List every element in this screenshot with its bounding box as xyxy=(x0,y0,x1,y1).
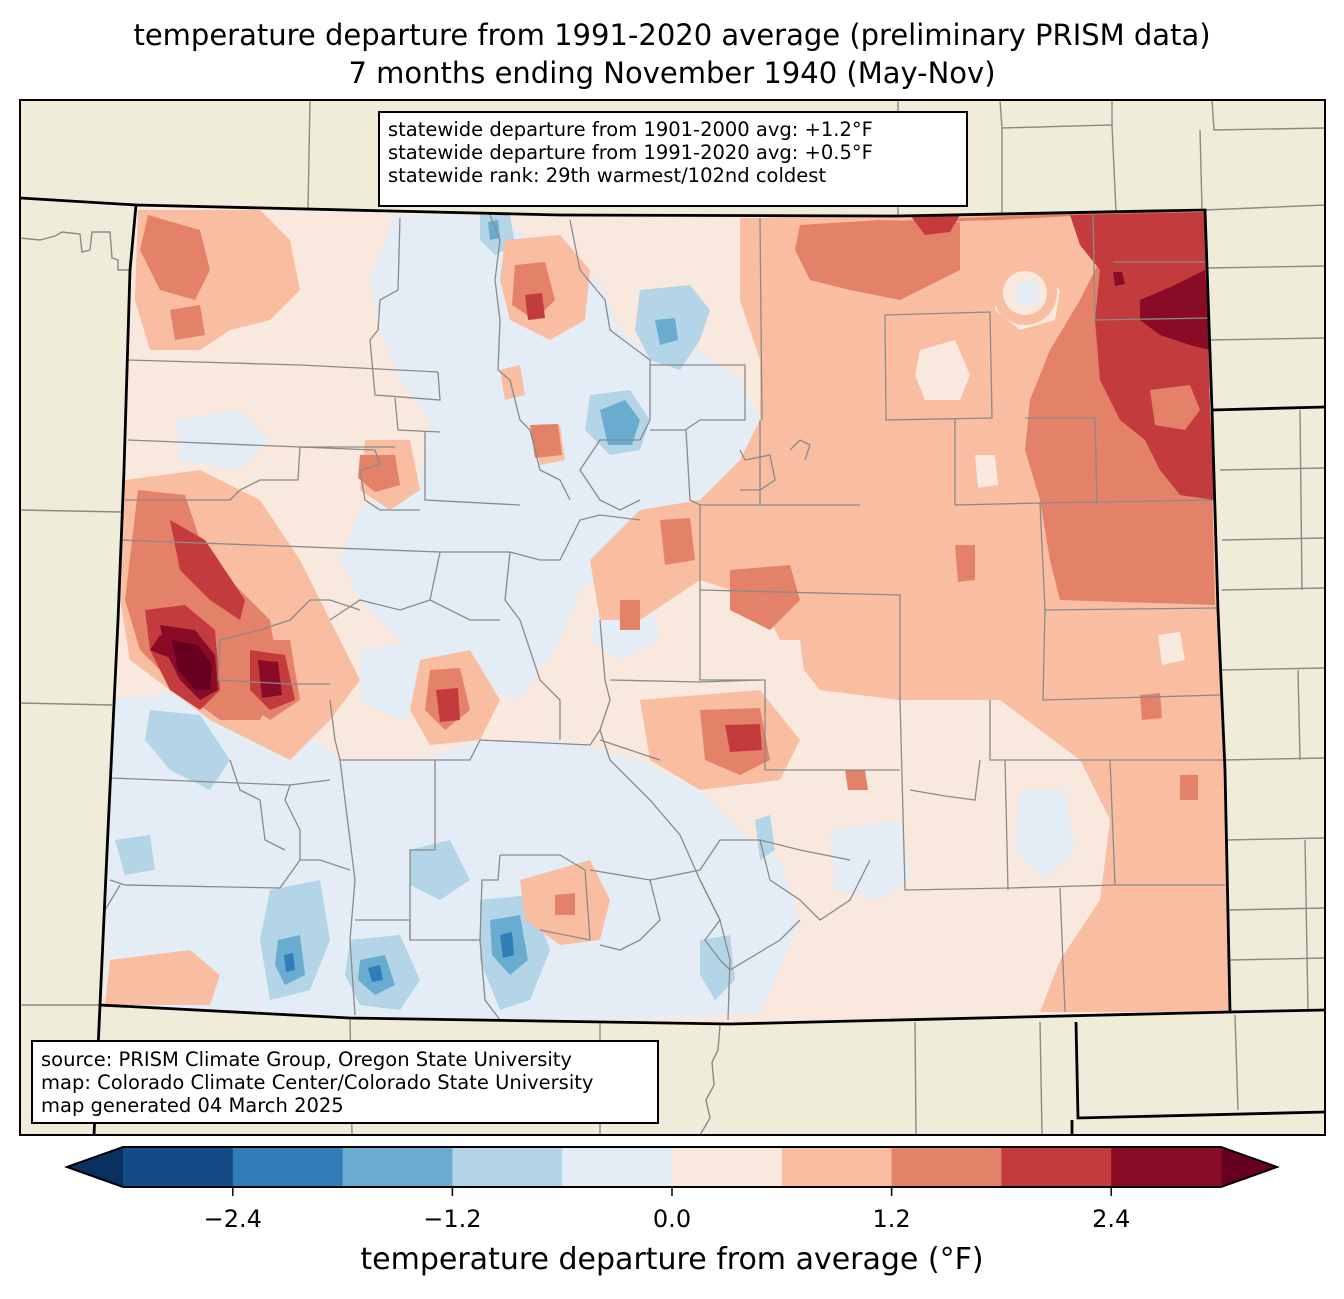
stat-departure-1901-2000: statewide departure from 1901-2000 avg: … xyxy=(388,118,873,141)
colorbar-extend-low xyxy=(67,1147,123,1187)
colorbar-segment xyxy=(891,1147,1002,1187)
cool-anomaly-areas-4 xyxy=(284,932,514,982)
colorbar-tick-label: 1.2 xyxy=(872,1205,911,1233)
temperature-field xyxy=(100,205,1230,1024)
colorbar-tick-label: −2.4 xyxy=(203,1205,262,1233)
neighbor-county-lines xyxy=(20,100,1325,1135)
source-attribution-box: source: PRISM Climate Group, Oregon Stat… xyxy=(31,1040,659,1124)
colorbar-segment xyxy=(781,1147,893,1187)
colorbar-segment xyxy=(672,1147,783,1187)
colorbar-label: temperature departure from average (°F) xyxy=(360,1242,984,1277)
colorbar-segment xyxy=(562,1147,673,1187)
colorado-county-lines xyxy=(104,211,1225,1021)
near-warm-spot-ne xyxy=(1150,385,1200,430)
colorbar-outline xyxy=(64,1146,1280,1188)
statewide-stats-box: statewide departure from 1901-2000 avg: … xyxy=(378,111,968,207)
stat-statewide-rank: statewide rank: 29th warmest/102nd colde… xyxy=(388,164,827,187)
warm-center-ne-rings xyxy=(993,261,1057,325)
colorbar-segment xyxy=(1111,1147,1222,1187)
colorbar-segment xyxy=(1001,1147,1112,1187)
colorbar-segment xyxy=(123,1147,234,1187)
map-title-line2: 7 months ending November 1940 (May-Nov) xyxy=(348,56,996,90)
stat-departure-1991-2020: statewide departure from 1991-2020 avg: … xyxy=(388,141,873,164)
colorbar-tick-label: −1.2 xyxy=(423,1205,482,1233)
map-title-line1: temperature departure from 1991-2020 ave… xyxy=(133,18,1211,52)
source-line: source: PRISM Climate Group, Oregon Stat… xyxy=(41,1048,572,1071)
colorbar-segment xyxy=(452,1147,563,1187)
colorbar-segment xyxy=(232,1147,344,1187)
colorbar-extend-high xyxy=(1221,1147,1277,1187)
colorbar xyxy=(64,1146,1280,1196)
map-frame-border xyxy=(19,99,1326,1136)
colorbar-tick-label: 2.4 xyxy=(1092,1205,1131,1233)
map-generated-date: map generated 04 March 2025 xyxy=(41,1094,344,1117)
colorbar-segment xyxy=(342,1147,453,1187)
map-credit-line: map: Colorado Climate Center/Colorado St… xyxy=(41,1071,594,1094)
colorado-state-border xyxy=(98,203,1232,1026)
warm-anomaly-areas-5 xyxy=(172,640,212,690)
colorbar-tick-label: 0.0 xyxy=(652,1205,692,1233)
